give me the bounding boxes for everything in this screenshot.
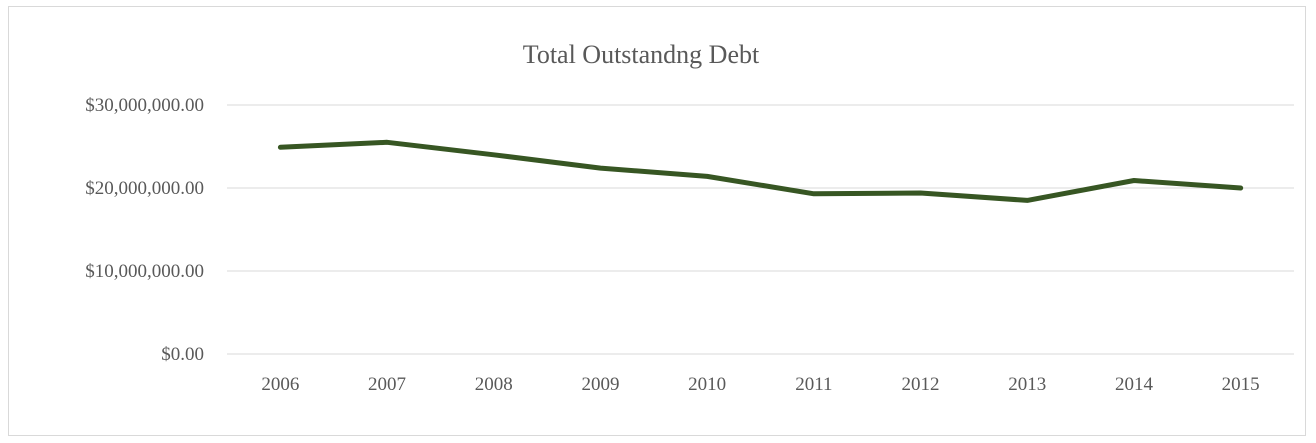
y-tick-label: $30,000,000.00 <box>85 95 204 116</box>
x-tick-label: 2013 <box>1008 374 1046 395</box>
x-tick-label: 2008 <box>475 374 513 395</box>
series-line <box>277 139 1244 203</box>
y-tick-label: $20,000,000.00 <box>85 178 204 199</box>
x-tick-label: 2009 <box>581 374 619 395</box>
x-tick-label: 2012 <box>902 374 940 395</box>
y-axis-tick-labels: $0.00 $10,000,000.00 $20,000,000.00 $30,000… <box>85 95 204 365</box>
x-tick-label: 2011 <box>795 374 832 395</box>
series-lines <box>277 139 1244 203</box>
x-tick-label: 2006 <box>261 374 299 395</box>
x-tick-label: 2015 <box>1222 374 1260 395</box>
y-tick-label: $10,000,000.00 <box>85 261 204 282</box>
y-tick-label: $0.00 <box>161 344 204 365</box>
gridlines <box>227 104 1294 355</box>
chart-frame <box>8 6 1306 436</box>
chart-title: Total Outstandng Debt <box>523 40 760 69</box>
x-tick-label: 2014 <box>1115 374 1154 395</box>
x-tick-label: 2007 <box>368 374 406 395</box>
x-tick-label: 2010 <box>688 374 726 395</box>
x-axis-tick-labels: 2006 2007 2008 2009 2010 2011 2012 2013 2014 2015 <box>261 374 1259 395</box>
